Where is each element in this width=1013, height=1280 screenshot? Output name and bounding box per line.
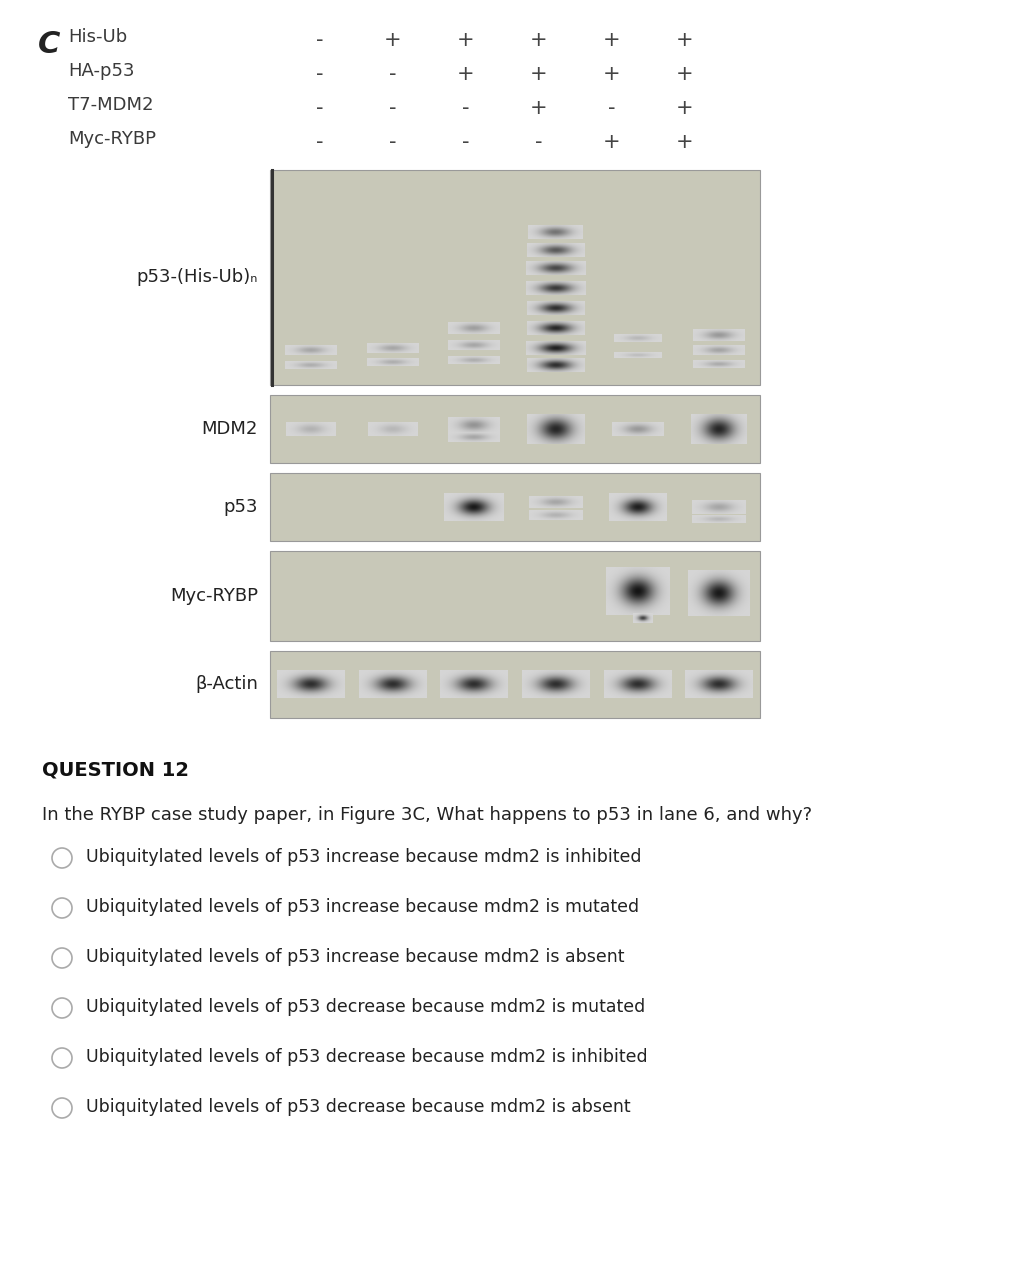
Text: Myc-RYBP: Myc-RYBP (170, 588, 258, 605)
Circle shape (52, 899, 72, 918)
Circle shape (52, 1098, 72, 1117)
Text: +: + (603, 64, 621, 84)
Text: -: - (316, 99, 324, 118)
Text: -: - (462, 99, 470, 118)
Text: +: + (603, 132, 621, 152)
Text: -: - (389, 64, 397, 84)
Text: -: - (316, 64, 324, 84)
Text: +: + (457, 64, 475, 84)
Text: Ubiquitylated levels of p53 decrease because mdm2 is mutated: Ubiquitylated levels of p53 decrease bec… (86, 998, 645, 1016)
Text: +: + (384, 29, 402, 50)
Bar (270, 396, 760, 463)
Circle shape (52, 948, 72, 968)
Text: His-Ub: His-Ub (68, 28, 128, 46)
Text: +: + (677, 64, 694, 84)
Text: Ubiquitylated levels of p53 increase because mdm2 is inhibited: Ubiquitylated levels of p53 increase bec… (86, 847, 641, 867)
Text: T7-MDM2: T7-MDM2 (68, 96, 154, 114)
Text: p53-(His-Ub)ₙ: p53-(His-Ub)ₙ (137, 268, 258, 285)
Text: +: + (457, 29, 475, 50)
Bar (270, 652, 760, 718)
Circle shape (52, 1048, 72, 1068)
Text: -: - (608, 99, 616, 118)
Text: +: + (677, 29, 694, 50)
Text: MDM2: MDM2 (202, 420, 258, 438)
Text: -: - (535, 132, 543, 152)
Text: +: + (603, 29, 621, 50)
Text: β-Actin: β-Actin (196, 675, 258, 692)
Text: +: + (530, 99, 548, 118)
Text: C: C (38, 29, 61, 59)
Bar (270, 550, 760, 641)
Text: +: + (530, 64, 548, 84)
Text: Ubiquitylated levels of p53 decrease because mdm2 is inhibited: Ubiquitylated levels of p53 decrease bec… (86, 1048, 647, 1066)
Circle shape (52, 998, 72, 1018)
Text: In the RYBP case study paper, in Figure 3C, What happens to p53 in lane 6, and w: In the RYBP case study paper, in Figure … (42, 806, 812, 824)
Text: Myc-RYBP: Myc-RYBP (68, 131, 156, 148)
Text: -: - (389, 132, 397, 152)
Text: -: - (316, 29, 324, 50)
Text: Ubiquitylated levels of p53 increase because mdm2 is absent: Ubiquitylated levels of p53 increase bec… (86, 948, 624, 966)
Text: Ubiquitylated levels of p53 decrease because mdm2 is absent: Ubiquitylated levels of p53 decrease bec… (86, 1098, 631, 1116)
Bar (270, 474, 760, 541)
Text: -: - (389, 99, 397, 118)
Bar (270, 170, 760, 385)
Text: +: + (530, 29, 548, 50)
Text: +: + (677, 132, 694, 152)
Text: -: - (462, 132, 470, 152)
Text: p53: p53 (224, 498, 258, 516)
Circle shape (52, 847, 72, 868)
Text: +: + (677, 99, 694, 118)
Text: HA-p53: HA-p53 (68, 61, 135, 79)
Text: -: - (316, 132, 324, 152)
Text: QUESTION 12: QUESTION 12 (42, 760, 189, 780)
Text: Ubiquitylated levels of p53 increase because mdm2 is mutated: Ubiquitylated levels of p53 increase bec… (86, 899, 639, 916)
